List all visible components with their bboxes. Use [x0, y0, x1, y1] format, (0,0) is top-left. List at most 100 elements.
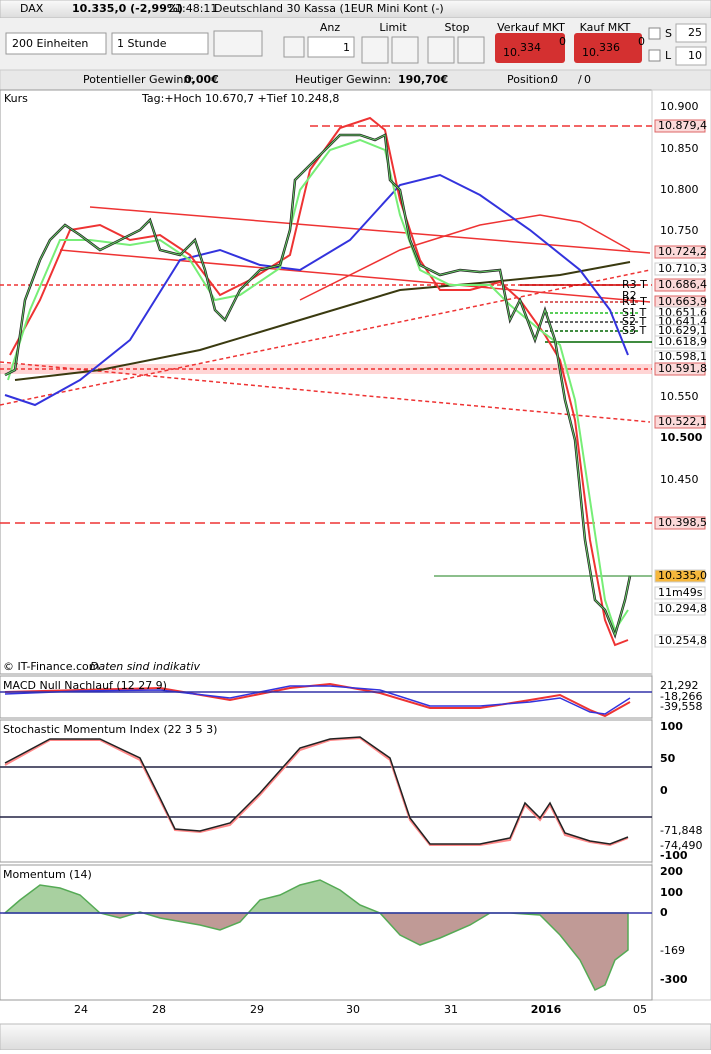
today-label: Heutiger Gewinn: [295, 73, 391, 86]
limit-sell[interactable] [391, 36, 419, 64]
s-label: S [665, 27, 672, 40]
price-suffix: 0 [559, 35, 566, 48]
price-big: 334 [520, 41, 541, 54]
smi-label: -74,490 [660, 839, 702, 852]
polyline [4, 134, 631, 637]
level-label: R1 T [622, 295, 647, 308]
quantity-select-text: 200 Einheiten [12, 37, 88, 50]
x-tick-label: 28 [152, 1003, 166, 1016]
y-tick-label: 10.850 [660, 142, 699, 155]
price-label: 10.591,8 [658, 362, 707, 375]
interval-select-text: 1 Stunde [117, 37, 167, 50]
line [59, 249, 651, 303]
panel-title: Kurs [4, 92, 28, 105]
settings-button[interactable] [283, 36, 305, 58]
price-label: 10.724,2 [658, 245, 707, 258]
macd-label: -18,266 [660, 690, 702, 703]
polygon [2, 913, 629, 992]
polyline [4, 736, 629, 845]
interval-select[interactable] [111, 32, 209, 55]
line [0, 269, 651, 406]
stop-buy[interactable] [427, 36, 455, 64]
g: DAX 10.335,0 (-2,99%)21:48:11Deutschland … [3, 2, 707, 1016]
level-label: S3 T [622, 324, 646, 337]
level-label: R2 [622, 289, 637, 302]
price-label-box [654, 335, 706, 349]
price-label-box [654, 362, 706, 376]
price-label-box [654, 415, 706, 429]
price-label-box [654, 569, 706, 583]
smi-label: -71,848 [660, 824, 702, 837]
y-tick-label: 10.500 [660, 431, 703, 444]
line [89, 206, 651, 254]
polyline [4, 736, 629, 847]
chart-type-button[interactable] [213, 30, 263, 57]
polyline [14, 261, 631, 381]
price-label-box [654, 262, 706, 276]
price-label: 10.686,4 [658, 278, 707, 291]
smi-label: 50 [660, 752, 676, 765]
x-tick-label: 2016 [531, 1003, 562, 1016]
price-label-box [654, 516, 706, 530]
level-label: S2 T [622, 315, 646, 328]
price-label: 10.879,4 [658, 119, 707, 132]
s-value: 25 [688, 26, 702, 39]
stop-sell[interactable] [457, 36, 485, 64]
limit-buy[interactable] [361, 36, 389, 64]
rect [675, 23, 707, 43]
price-label: 10.618,9 [658, 335, 707, 348]
price-label: 10.254,8 [658, 634, 707, 647]
instrument: Deutschland 30 Kassa (1EUR Mini Kont (-) [214, 2, 444, 15]
today-value: 190,70€ [398, 73, 448, 86]
price-label-box [654, 278, 706, 292]
sell-button[interactable] [495, 33, 565, 63]
polyline [7, 138, 629, 633]
rect [651, 89, 711, 1001]
field-label: Verkauf MKT [497, 21, 565, 34]
price-label-box [654, 634, 706, 648]
rect [0, 89, 653, 675]
buy-button[interactable] [574, 33, 642, 63]
price-label: 10.629,1 [658, 324, 707, 337]
level-label: R3 T [622, 278, 647, 291]
macd-label: -39,558 [660, 700, 702, 713]
price-label: 10.663,9 [658, 295, 707, 308]
rect [0, 1023, 711, 1051]
position-value: 0 [551, 73, 558, 86]
polyline [4, 682, 631, 718]
polygon [3, 879, 629, 913]
price-big: 336 [599, 41, 620, 54]
price-label: 10.522,1 [658, 415, 707, 428]
line [0, 361, 651, 423]
price-label: 10.294,8 [658, 602, 707, 615]
price-label: 10.398,5 [658, 516, 707, 529]
x-tick-label: 29 [250, 1003, 264, 1016]
x-tick-label: 30 [346, 1003, 360, 1016]
l-checkbox[interactable] [648, 49, 661, 62]
momentum-label: -169 [660, 944, 685, 957]
field-label: Anz [320, 21, 340, 34]
quantity-select[interactable] [5, 32, 107, 55]
momentum-label: 200 [660, 865, 683, 878]
price-label: 10.710,3 [658, 262, 707, 275]
field-label: Kauf MKT [580, 21, 631, 34]
price-label: 11m49s [658, 586, 703, 599]
momentum-label: 0 [660, 906, 668, 919]
s-checkbox[interactable] [648, 27, 661, 40]
smi-label: -100 [660, 849, 688, 862]
potential-value: 0,00€ [184, 73, 219, 86]
polyline [9, 116, 629, 647]
footer-note: Daten sind indikativ [90, 660, 201, 673]
field-label: Stop [444, 21, 469, 34]
price-label-box [654, 245, 706, 259]
momentum-label: 100 [660, 886, 683, 899]
position-value-2: 0 [584, 73, 591, 86]
l-value: 10 [688, 49, 702, 62]
momentum-title: Momentum (14) [3, 868, 92, 881]
g [0, 116, 652, 992]
quantity-input[interactable] [307, 36, 355, 58]
momentum-label: -300 [660, 973, 688, 986]
position-separator: / [578, 73, 582, 86]
